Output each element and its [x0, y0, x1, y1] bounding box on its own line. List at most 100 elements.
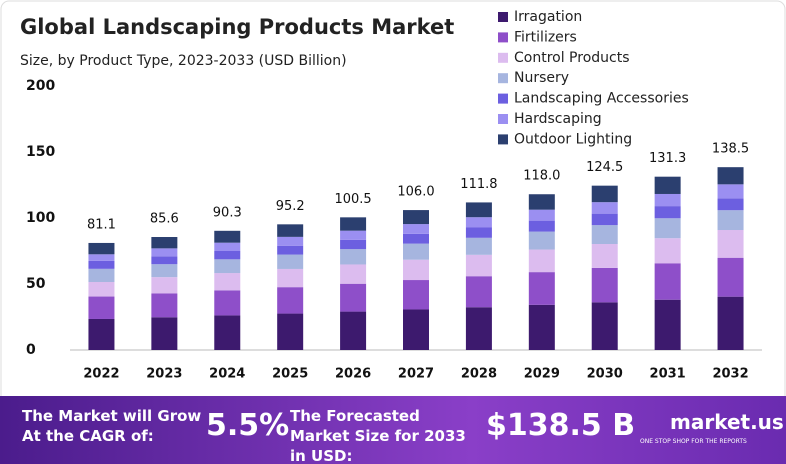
- bar-segment: [465, 227, 492, 238]
- y-tick-label: 50: [26, 276, 46, 292]
- footer-banner: The Market will Grow At the CAGR of: 5.5…: [0, 396, 786, 464]
- legend-swatch: [498, 32, 508, 43]
- legend-label: Nursery: [514, 70, 569, 86]
- bar-segment: [717, 257, 744, 297]
- bar-segment: [528, 209, 555, 221]
- bar-segment: [717, 296, 744, 350]
- bar-segment: [151, 277, 178, 294]
- legend-swatch: [498, 114, 508, 124]
- x-tick-label: 2029: [524, 367, 560, 382]
- y-tick-label: 150: [26, 144, 55, 160]
- bar-segment: [277, 313, 304, 350]
- bar-segment: [528, 194, 555, 210]
- bar-segment: [88, 260, 115, 269]
- bar-segment: [717, 198, 744, 211]
- total-label: 106.0: [397, 185, 434, 200]
- x-tick-label: 2025: [272, 367, 308, 382]
- bar-segment: [403, 210, 429, 225]
- bar-segment: [340, 283, 367, 312]
- total-label: 85.6: [150, 212, 179, 227]
- bar-segment: [403, 224, 429, 234]
- total-label: 90.3: [213, 205, 242, 220]
- cagr-value: 5.5%: [206, 408, 290, 443]
- total-label: 100.5: [334, 192, 371, 207]
- cagr-text: The Market will Grow At the CAGR of:: [22, 407, 202, 445]
- bar-segment: [88, 296, 115, 319]
- x-tick-label: 2022: [83, 367, 119, 382]
- total-label: 131.3: [649, 151, 686, 166]
- bar-segment: [591, 244, 618, 268]
- bar-segment: [465, 254, 492, 277]
- total-label: 111.8: [460, 177, 497, 192]
- bar-segment: [654, 263, 681, 300]
- bar-segment: [88, 268, 115, 283]
- bar-segment: [151, 256, 178, 265]
- bar-segment: [591, 185, 618, 203]
- bar-segment: [88, 254, 115, 261]
- legend-swatch: [498, 52, 508, 63]
- x-tick-label: 2027: [398, 367, 434, 382]
- bar-segment: [151, 248, 178, 257]
- bar-segment: [654, 299, 681, 350]
- chart-subtitle: Size, by Product Type, 2023-2033 (USD Bi…: [20, 53, 347, 69]
- bar-segment: [465, 307, 492, 350]
- bar-segment: [528, 231, 555, 250]
- chart-title: Global Landscaping Products Market: [20, 15, 454, 39]
- legend-swatch: [498, 12, 508, 22]
- bar-segment: [151, 293, 178, 318]
- bar-segment: [214, 290, 241, 316]
- bar-segment: [528, 272, 555, 305]
- bar-segment: [214, 251, 241, 260]
- forecast-text: The Forecasted Market Size for 2033 in U…: [290, 407, 466, 464]
- y-tick-label: 200: [26, 78, 55, 94]
- total-label: 138.5: [712, 142, 749, 157]
- bar-segment: [151, 317, 178, 350]
- bar-segment: [277, 268, 304, 288]
- legend-swatch: [498, 73, 508, 84]
- bar-segment: [277, 287, 304, 314]
- x-tick-label: 2026: [335, 367, 371, 382]
- bar-segment: [277, 245, 304, 255]
- bar-segment: [214, 315, 241, 350]
- bar-segment: [528, 249, 555, 273]
- chart: Global Landscaping Products Market Size,…: [0, 0, 786, 422]
- x-tick-label: 2031: [650, 367, 686, 382]
- bar-segment: [151, 264, 178, 278]
- y-tick-label: 100: [26, 210, 55, 226]
- bar-segment: [591, 202, 618, 214]
- bar-segment: [654, 176, 681, 194]
- brand: market.us: [670, 410, 784, 434]
- legend-label: Firtilizers: [514, 29, 577, 45]
- total-label: 81.1: [87, 217, 116, 232]
- bar-segment: [277, 236, 304, 246]
- bar-segment: [403, 233, 429, 244]
- bar-segment: [214, 273, 241, 291]
- tagline: ONE STOP SHOP FOR THE REPORTS: [640, 438, 747, 445]
- bar-segment: [717, 230, 744, 258]
- x-tick-label: 2024: [209, 367, 245, 382]
- bar-segment: [591, 213, 618, 226]
- bar-segment: [654, 218, 681, 239]
- bar-segment: [151, 237, 178, 249]
- bar-segment: [528, 220, 555, 232]
- bar-segment: [717, 210, 744, 231]
- bar-segment: [214, 242, 241, 251]
- bar-segment: [340, 249, 367, 265]
- bar-segment: [591, 267, 618, 303]
- bar-segment: [88, 242, 115, 255]
- bar-segment: [591, 302, 618, 350]
- forecast-value: $138.5 B: [486, 408, 636, 443]
- bar-segment: [214, 230, 241, 243]
- total-label: 124.5: [586, 160, 623, 175]
- legend-label: Landscaping Accessories: [514, 91, 689, 107]
- bar-segment: [340, 217, 367, 231]
- bar-segment: [340, 311, 367, 350]
- bar-segment: [88, 318, 115, 350]
- bar-segment: [277, 224, 304, 237]
- bar-segment: [340, 239, 367, 250]
- x-tick-label: 2030: [587, 367, 623, 382]
- bar-segment: [528, 304, 555, 350]
- total-label: 118.0: [523, 169, 560, 184]
- x-tick-label: 2032: [712, 367, 748, 382]
